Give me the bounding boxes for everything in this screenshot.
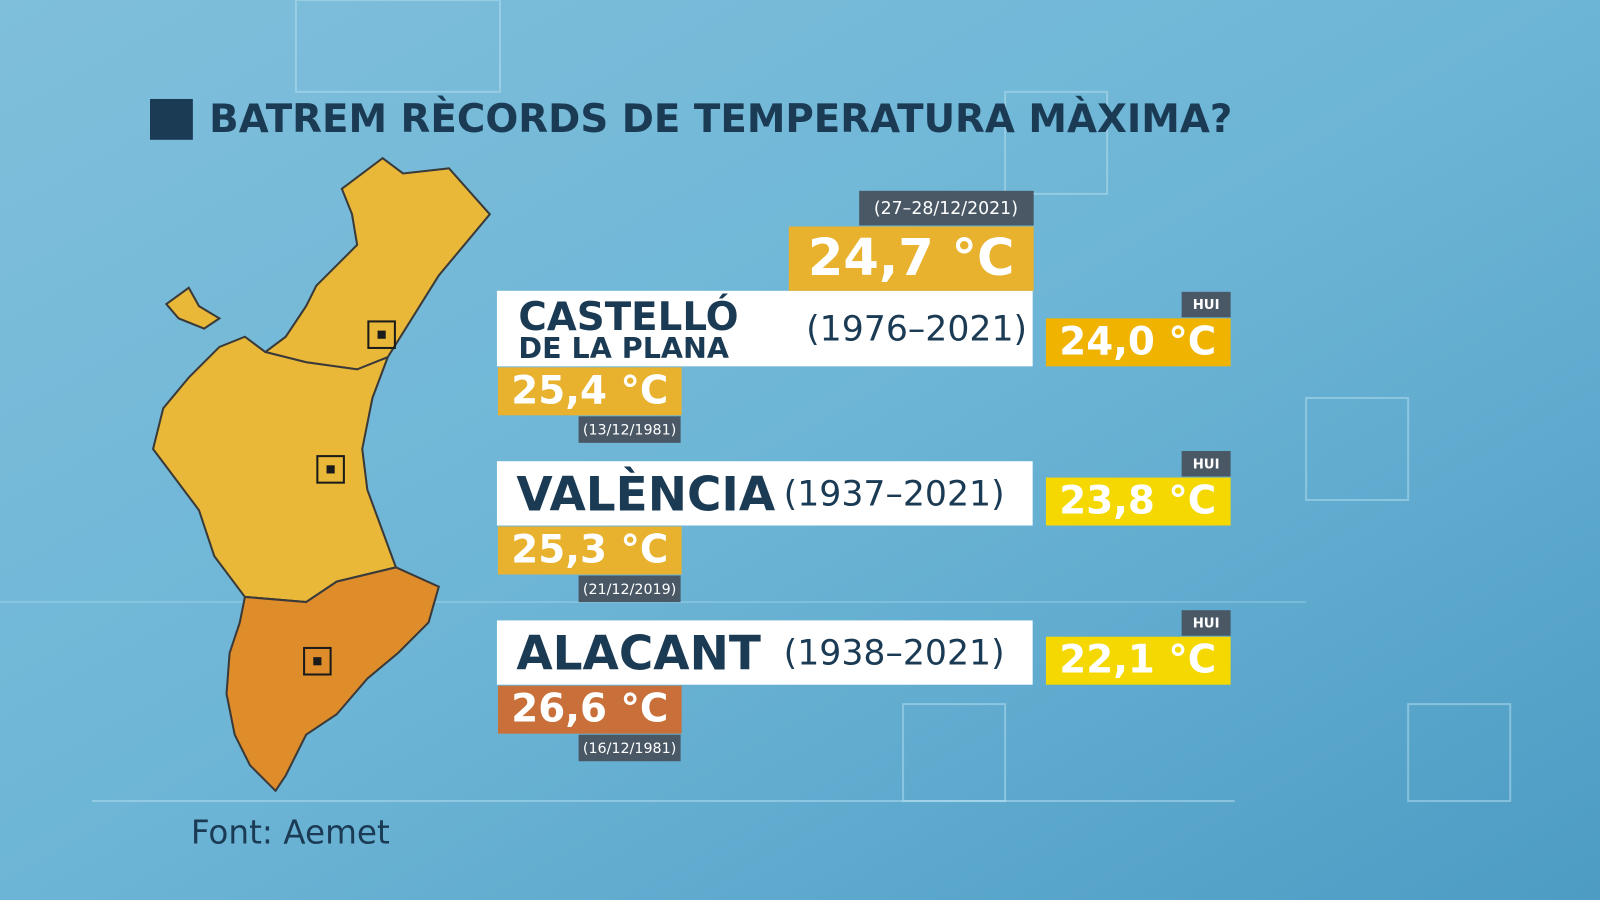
- new-record-date: (27–28/12/2021): [874, 199, 1018, 219]
- today-label: HUI: [1193, 616, 1220, 631]
- map-alacant: [225, 566, 440, 793]
- city-box: [496, 290, 1033, 367]
- today-label-box: [1181, 291, 1231, 318]
- period: (1937–2021): [784, 474, 1005, 514]
- title-square: [150, 98, 193, 140]
- record: 25,4 °C: [511, 368, 668, 413]
- record-box: [497, 685, 682, 734]
- city-box: [496, 620, 1033, 685]
- title: BATREM RÈCORDS DE TEMPERATURA MÀXIMA?: [209, 95, 1232, 142]
- map-enclave: [164, 286, 222, 330]
- record-date-box: [578, 575, 681, 603]
- record-box: [497, 526, 682, 575]
- city-name: ALACANT: [516, 627, 761, 682]
- period: (1938–2021): [784, 634, 1005, 674]
- today: 23,8 °C: [1059, 479, 1216, 524]
- source: Font: Aemet: [191, 814, 390, 852]
- record: 25,3 °C: [511, 528, 668, 573]
- record-date: (16/12/1981): [583, 741, 676, 757]
- record-date-box: [578, 734, 681, 762]
- map: [151, 156, 492, 793]
- today-box: [1045, 477, 1231, 526]
- today: 24,0 °C: [1059, 319, 1216, 364]
- new-record: 24,7 °C: [808, 229, 1015, 288]
- record: 26,6 °C: [511, 687, 668, 732]
- city-box: [496, 461, 1033, 526]
- today-label-box: [1181, 610, 1231, 636]
- city-name: VALÈNCIA: [516, 467, 776, 522]
- today: 22,1 °C: [1059, 638, 1216, 683]
- today-label-box: [1181, 451, 1231, 477]
- today-label: HUI: [1193, 298, 1220, 313]
- new-record-box: [788, 226, 1034, 291]
- map-marker-dots: [313, 330, 386, 666]
- new-record-date-box: [859, 190, 1034, 226]
- record-box: [497, 367, 682, 416]
- city-name: CASTELLÓ: [518, 293, 738, 340]
- today-box: [1045, 636, 1231, 685]
- today-box: [1045, 318, 1231, 367]
- period: (1976–2021): [806, 310, 1027, 350]
- record-date: (13/12/1981): [583, 423, 676, 439]
- map-markers: [303, 320, 396, 676]
- record-date: (21/12/2019): [583, 582, 676, 598]
- today-label: HUI: [1193, 457, 1220, 472]
- record-date-box: [578, 416, 681, 443]
- city-name: DE LA PLANA: [518, 331, 729, 365]
